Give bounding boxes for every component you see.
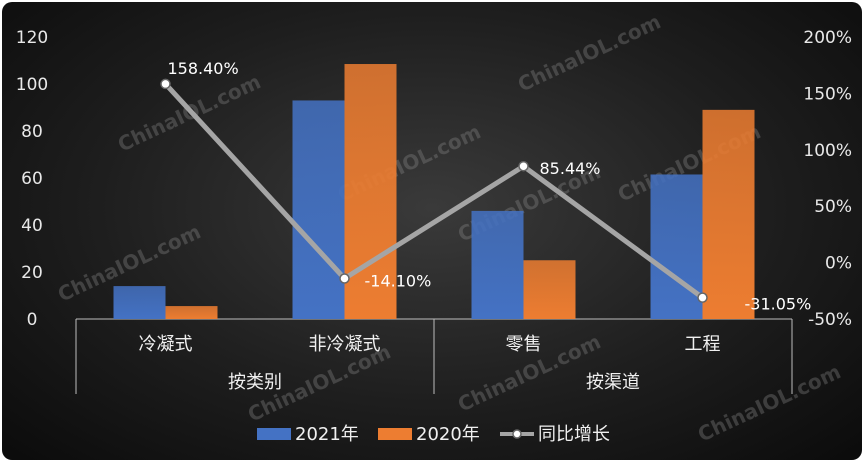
y-left-tick-label: 60	[21, 169, 43, 189]
bar-2020	[165, 306, 218, 319]
category-label: 零售	[506, 334, 542, 355]
bar-2020	[344, 64, 397, 320]
legend-label: 2021年	[295, 424, 359, 445]
y-right-tick-label: 150%	[803, 84, 852, 104]
growth-data-label: -14.10%	[365, 272, 432, 291]
growth-point	[518, 160, 529, 172]
bar-2021	[113, 286, 166, 319]
category-label: 冷凝式	[139, 334, 193, 355]
growth-point	[339, 273, 350, 284]
legend-label: 同比增长	[538, 424, 610, 445]
legend-marker-growth	[512, 429, 522, 439]
category-group-label: 按类别	[228, 372, 282, 393]
watermark-text: ChinaIOL.com	[514, 9, 664, 96]
category-label: 非冷凝式	[309, 334, 381, 355]
y-left-tick-label: 80	[21, 122, 43, 142]
axes: 0 20 40 60 80 100 120 -50% 0% 50% 100% 150% 200% 冷凝式 非…	[16, 28, 852, 394]
y-left-tick-label: 20	[21, 263, 43, 283]
bars	[113, 64, 755, 320]
y-left-tick-label: 40	[21, 216, 43, 236]
bar-2020	[702, 109, 755, 319]
y-left-tick-label: 100	[16, 75, 48, 95]
category-label: 工程	[685, 334, 721, 355]
growth-data-label: -31.05%	[745, 295, 812, 314]
legend-swatch-2021	[257, 428, 291, 440]
bar-2021	[292, 100, 345, 319]
y-right-tick-label: 100%	[803, 141, 852, 161]
growth-point	[160, 78, 171, 90]
y-right-tick-label: 0%	[825, 254, 852, 274]
legend: 2021年 2020年 同比增长	[257, 424, 610, 445]
growth-line	[160, 78, 708, 303]
growth-point	[697, 292, 708, 303]
y-left-tick-label: 0	[27, 310, 38, 330]
bar-2021	[471, 210, 524, 319]
bar-2021	[650, 174, 703, 319]
growth-data-label: 85.44%	[540, 159, 601, 178]
growth-line-path	[163, 82, 704, 300]
growth-data-label: 158.40%	[168, 59, 239, 78]
category-group-label: 按渠道	[586, 372, 640, 393]
y-right-tick-label: 200%	[803, 28, 852, 48]
y-right-tick-label: 50%	[814, 197, 852, 217]
legend-swatch-2020	[378, 428, 412, 440]
legend-label: 2020年	[416, 424, 480, 445]
y-left-tick-label: 120	[16, 28, 48, 48]
watermark-text: ChinaIOL.com	[694, 359, 844, 446]
labels: 158.40% -14.10% 85.44% -31.05%	[168, 59, 812, 314]
y-right-tick-label: -50%	[808, 310, 852, 330]
bar-2020	[523, 260, 576, 319]
